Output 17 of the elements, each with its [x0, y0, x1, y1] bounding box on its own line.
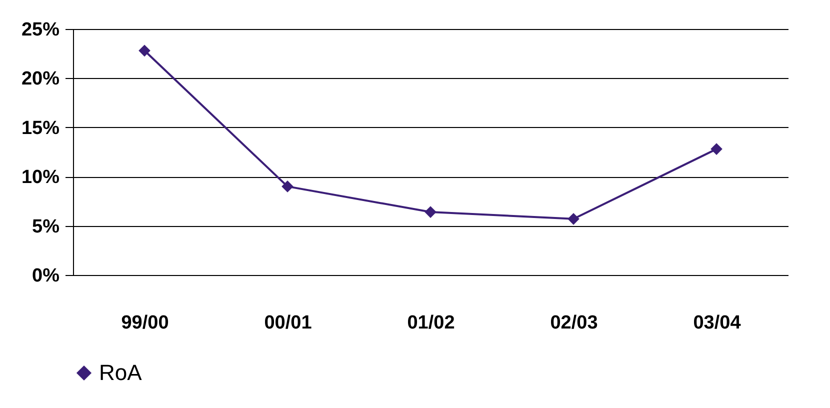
x-tick-label: 02/03	[550, 312, 598, 334]
y-tick-label: 5%	[32, 216, 60, 238]
x-tick-label: 01/02	[407, 312, 455, 334]
point	[424, 206, 436, 218]
point	[138, 44, 150, 57]
y-tick-label: 10%	[21, 167, 60, 188]
y-tick-label: 15%	[21, 118, 60, 139]
point	[282, 180, 294, 192]
x-tick-label: 03/04	[693, 312, 742, 334]
y-tick-label: 0%	[32, 266, 60, 286]
point	[710, 143, 722, 155]
y-tick-label: 25%	[21, 20, 60, 40]
x-tick-label: 99/00	[121, 312, 169, 334]
y-tick-label: 20%	[21, 68, 60, 90]
x-tick-label: 00/01	[264, 312, 312, 334]
point	[568, 212, 580, 225]
legend-label: RoA	[99, 360, 142, 385]
